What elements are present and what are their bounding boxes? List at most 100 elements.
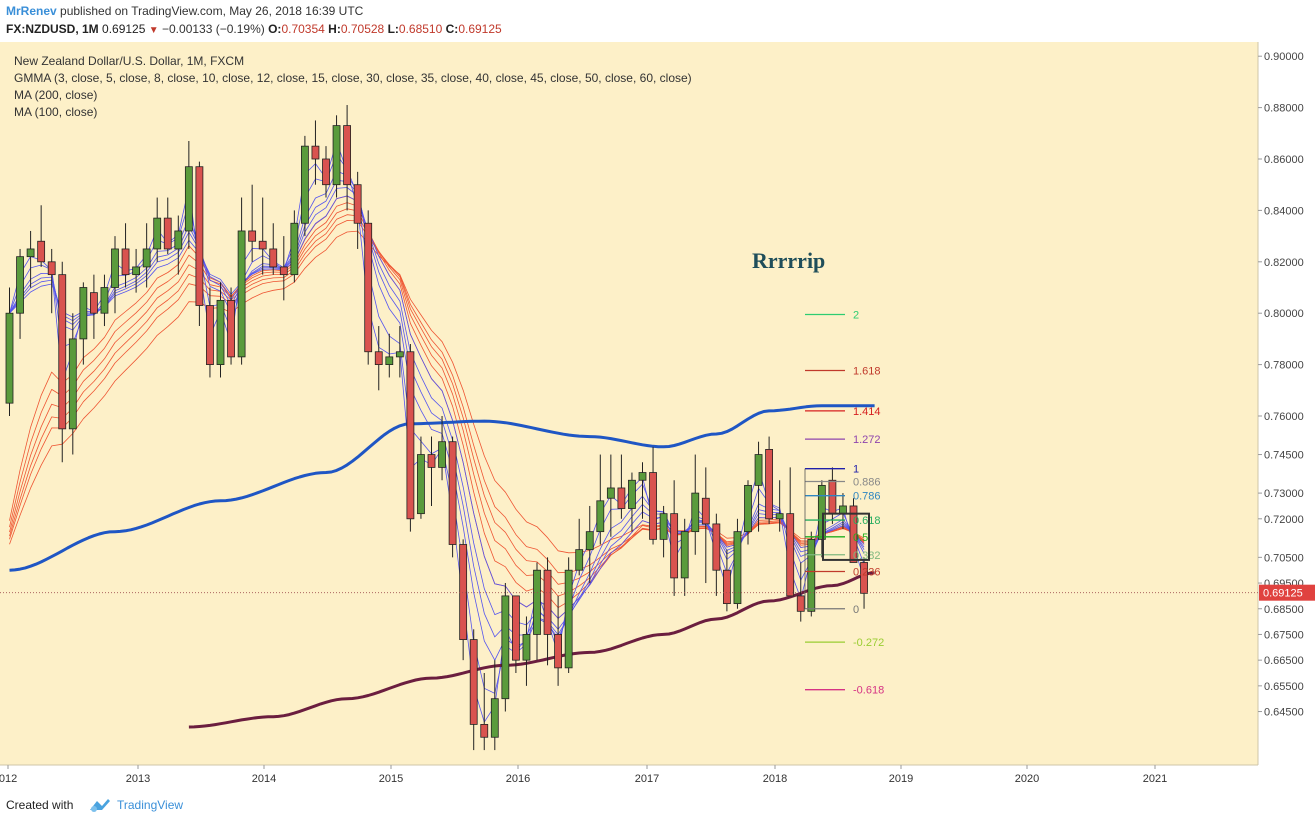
candle-body [132,266,141,276]
candle-body [374,351,383,366]
candle-body [237,230,246,358]
publish-line: MrRenev published on TradingView.com, Ma… [6,4,363,18]
open-value: 0.70354 [281,22,325,36]
last-price: 0.69125 [102,22,146,36]
price-axis-label: 0.84000 [1264,205,1304,217]
candle-body [480,724,489,738]
candle-body [364,222,373,353]
publish-header: MrRenev published on TradingView.com, Ma… [0,0,1316,42]
candle-body [153,217,162,250]
chart-legend: New Zealand Dollar/U.S. Dollar, 1M, FXCM… [14,53,692,121]
candle-body [5,312,14,404]
candle-body [786,513,795,597]
legend-title: New Zealand Dollar/U.S. Dollar, 1M, FXCM [14,54,245,68]
candle-body [512,595,520,661]
price-axis-label: 0.68500 [1264,604,1304,616]
candle-body [723,569,731,605]
price-axis-label: 0.90000 [1264,51,1304,63]
candle-body [585,531,594,551]
gmma-long-line [9,214,865,585]
candle-body [300,145,309,224]
candle-body [828,479,837,515]
high-label: H: [328,22,341,36]
price-chart[interactable]: 0.90000 0.88000 0.86000 0.84000 0.82000 0.800… [0,42,1316,794]
candle-body [448,441,457,545]
candle-body [670,513,679,579]
candle-body [385,356,394,366]
candle-body [649,472,657,540]
price-axis-label: 0.80000 [1264,308,1304,320]
high-value: 0.70528 [340,22,385,36]
candle-body [100,287,109,314]
candle-body [322,158,330,186]
last-price-tag [1259,584,1315,601]
author-link[interactable]: MrRenev [6,4,57,18]
price-axis-label: 0.70500 [1264,552,1304,564]
gmma-short-line [9,170,865,661]
candle-body [174,230,183,250]
candle-body [395,351,404,358]
candle-body [184,166,193,232]
candle-body [438,441,446,468]
fib-level-label: 0.5 [853,532,868,544]
time-axis-label: 2018 [763,773,787,785]
candle-body [775,513,784,520]
fib-level-label: 1.272 [853,434,881,446]
candle-body [290,222,299,276]
candle-body [817,484,826,540]
candle-body [638,472,647,481]
time-axis-label: 2020 [1015,773,1039,785]
chart-area[interactable]: 0.90000 0.88000 0.86000 0.84000 0.82000 0.800… [0,42,1316,794]
legend-ma100: MA (100, close) [14,105,98,119]
gmma-short-line [9,141,865,723]
candle-body [712,523,721,571]
gmma-long-line [9,230,865,554]
candle-body [269,248,278,268]
candle-body [47,261,56,276]
candle-body [258,240,267,250]
candle-body [195,166,204,306]
fib-level-label: 1.618 [853,366,881,378]
candle-body [564,569,573,669]
tradingview-logo-icon [90,799,110,812]
candle-body [533,569,541,635]
time-axis-label: 2021 [1143,773,1167,785]
fib-level-label: 0.786 [853,491,881,503]
price-axis-label: 0.73000 [1264,488,1304,500]
price-axis-label: 0.74500 [1264,450,1304,462]
fib-level-label: 0.618 [853,515,881,527]
time-axis-label: 2017 [635,773,659,785]
fib-level-label: -0.618 [853,685,884,697]
candle-body [248,230,257,242]
candle-body [628,479,636,509]
candle-body [849,505,858,563]
fib-level-label: 2 [853,309,859,321]
open-label: O: [268,22,282,36]
symbol-label: FX:NZDUSD, 1M [6,22,99,36]
price-axis-label: 0.65500 [1264,681,1304,693]
fib-level-label: 0 [853,604,859,616]
candle-body [311,145,320,160]
time-axis-label: 2016 [506,773,530,785]
price-axis-label: 0.76000 [1264,411,1304,423]
ma200-line [188,571,875,729]
fib-level-label: 0.236 [853,566,881,578]
price-axis-label: 0.82000 [1264,257,1304,269]
gmma-long-line [9,208,865,597]
candle-body [617,487,626,509]
tradingview-link[interactable]: TradingView [117,798,184,812]
candle-body [111,248,119,288]
time-axis-label: 2013 [126,773,150,785]
candle-body [839,505,847,515]
candle-body [469,639,478,725]
candle-body [659,513,668,540]
target-box [822,512,870,561]
candle-body [765,449,773,520]
candle-body [332,125,341,186]
legend-gmma: GMMA (3, close, 5, close, 8, close, 10, … [14,71,692,85]
published-text: published on TradingView.com, May 26, 20… [60,4,364,18]
candle-body [701,497,710,525]
price-axis-label: 0.88000 [1264,103,1304,115]
candle-body [501,595,510,700]
gmma-long-line [9,220,865,574]
